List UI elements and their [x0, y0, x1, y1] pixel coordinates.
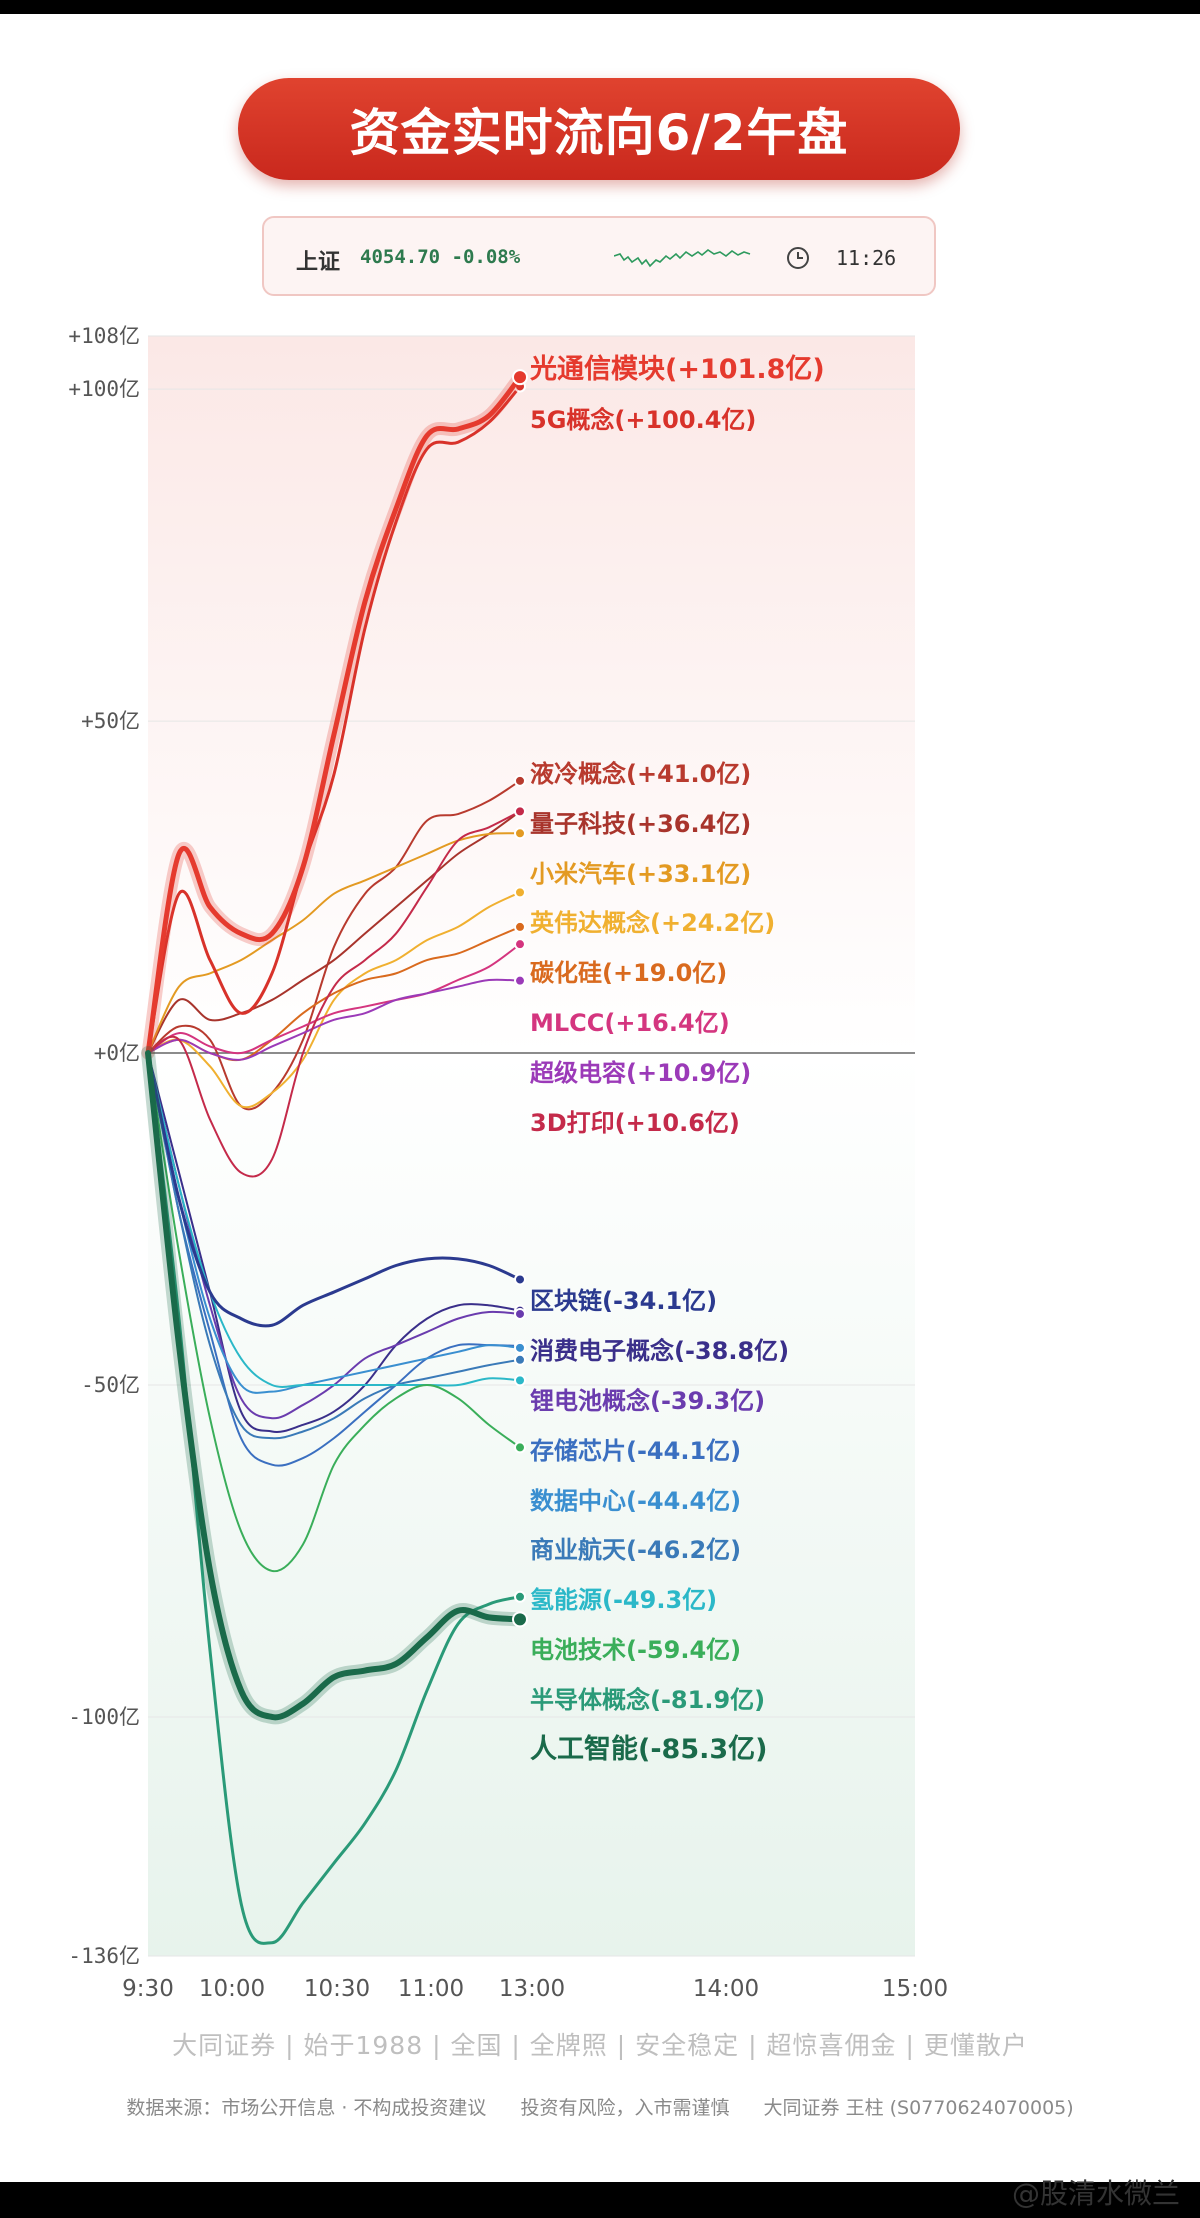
brand-slogan: 大同证券: [172, 2031, 277, 2060]
x-tick-label: 10:30: [304, 1976, 370, 2000]
series-end-dot: [514, 1307, 526, 1320]
series-line-8: [147, 978, 521, 1061]
series-label: 锂电池概念(-39.3亿): [530, 1387, 765, 1415]
title-banner: 资金实时流向6/2午盘: [238, 78, 960, 180]
series-label: 数据中心(-44.4亿): [530, 1487, 741, 1515]
index-time: 11:26: [836, 246, 897, 270]
bottom-black-bar: [0, 2182, 1200, 2218]
series-line-13: [147, 1052, 521, 1467]
watermark: @股清水微兰: [1011, 2177, 1180, 2210]
series-line-14: [147, 1052, 521, 1394]
brand-slogan: 全国: [450, 2031, 503, 2060]
brand-separator: |: [739, 2031, 767, 2060]
y-tick-label: +108亿: [68, 324, 140, 348]
footer-advisor: 大同证券 王柱 (S0770624070005): [763, 2097, 1074, 2119]
brand-separator: |: [607, 2031, 636, 2060]
index-value: 4054.70 -0.08%: [360, 246, 521, 268]
series-label: MLCC(+16.4亿): [530, 1009, 730, 1037]
series-line-0: [145, 374, 523, 1056]
brand-separator: |: [276, 2031, 304, 2060]
series-end-dot: [514, 974, 526, 987]
brand-separator: |: [896, 2031, 924, 2060]
brand-separator: |: [423, 2031, 451, 2060]
series-line-9: [147, 810, 521, 1178]
series-line-16: [147, 1052, 521, 1388]
brand-separator: |: [502, 2031, 530, 2060]
series-label: 5G概念(+100.4亿): [530, 406, 756, 434]
footer-source: 数据来源：市场公开信息 · 不构成投资建议: [126, 2097, 487, 2119]
series-line-2: [147, 779, 521, 1111]
x-tick-label: 9:30: [122, 1976, 174, 2000]
x-tick-label: 10:00: [199, 1976, 265, 2000]
series-end-dot: [514, 805, 526, 818]
series-label: 小米汽车(+33.1亿): [530, 860, 751, 888]
series-end-dot: [512, 1611, 528, 1628]
series-line-19: [145, 1050, 523, 1721]
brand-slogan: 安全稳定: [635, 2031, 740, 2060]
footer-risk: 投资有风险，入市需谨慎: [520, 2097, 730, 2119]
negative-zone: [148, 1053, 915, 1956]
series-end-dot: [514, 827, 526, 840]
series-end-dot: [514, 1441, 526, 1454]
series-line-3: [147, 810, 521, 1055]
brand-slogan: 全牌照: [529, 2031, 608, 2060]
y-tick-label: -100亿: [68, 1705, 140, 1729]
brand-slogan: 始于1988: [303, 2031, 424, 2060]
y-tick-label: +0亿: [94, 1041, 140, 1065]
x-tick-label: 11:00: [398, 1976, 464, 2000]
series-end-dot: [514, 1374, 526, 1387]
series-label: 氢能源(-49.3亿): [530, 1586, 717, 1614]
series-label: 超级电容(+10.9亿): [530, 1059, 751, 1087]
series-end-dot: [512, 369, 528, 386]
brand-slogans: 大同证券 | 始于1988 | 全国 | 全牌照 | 安全稳定 | 超惊喜佣金 …: [0, 2026, 1200, 2062]
series-line-15: [147, 1052, 521, 1440]
y-tick-label: -50亿: [81, 1373, 140, 1397]
top-black-bar: [0, 0, 1200, 14]
y-tick-label: +100亿: [68, 377, 140, 401]
series-end-dot: [514, 1273, 526, 1286]
series-label: 存储芯片(-44.1亿): [530, 1437, 741, 1465]
series-label: 区块链(-34.1亿): [530, 1287, 717, 1315]
series-label: 英伟达概念(+24.2亿): [530, 909, 775, 937]
series-line-7: [147, 943, 521, 1055]
y-tick-label: -136亿: [68, 1944, 140, 1968]
series-end-dot: [514, 1353, 526, 1366]
series-end-dot: [514, 938, 526, 951]
series-line-10: [146, 1051, 522, 1328]
series-end-dot: [514, 920, 526, 933]
series-end-dot: [514, 1341, 526, 1354]
series-label: 人工智能(-85.3亿): [530, 1733, 768, 1765]
x-tick-label: 15:00: [882, 1976, 948, 2000]
series-label: 光通信模块(+101.8亿): [529, 354, 825, 385]
y-tick-label: +50亿: [81, 709, 140, 733]
series-label: 碳化硅(+19.0亿): [530, 959, 727, 987]
page-title: 资金实时流向6/2午盘: [349, 104, 849, 162]
brand-slogan: 超惊喜佣金: [766, 2031, 897, 2060]
index-ticker: 上证 4054.70 -0.08% 11:26: [262, 216, 936, 296]
series-end-dot: [514, 774, 526, 787]
series-line-1: [146, 384, 522, 1055]
series-label: 3D打印(+10.6亿): [530, 1109, 740, 1137]
x-tick-label: 13:00: [499, 1976, 565, 2000]
series-line-5: [147, 891, 521, 1109]
series-end-dot: [514, 1590, 526, 1603]
positive-zone: [148, 336, 915, 1054]
series-label: 消费电子概念(-38.8亿): [530, 1337, 789, 1365]
series-label: 量子科技(+36.4亿): [530, 810, 751, 838]
series-label: 液冷概念(+41.0亿): [530, 760, 751, 788]
brand-slogan: 更懂散户: [923, 2031, 1028, 2060]
footer: 数据来源：市场公开信息 · 不构成投资建议 投资有风险，入市需谨慎 大同证券 王…: [0, 2093, 1200, 2120]
index-name: 上证: [296, 250, 341, 275]
x-tick-label: 14:00: [693, 1976, 759, 2000]
sparkline-icon: [614, 249, 751, 268]
fund-flow-chart: +108亿 +100亿 +50亿 +0亿 -50亿 -100亿 -136亿 9:30 10:00…: [68, 324, 948, 2000]
series-end-dot: [514, 886, 526, 899]
series-label: 半导体概念(-81.9亿): [530, 1686, 765, 1714]
clock-icon: [787, 247, 809, 269]
series-line-11: [147, 1052, 521, 1433]
series-line-17: [147, 1052, 521, 1573]
series-label: 商业航天(-46.2亿): [530, 1536, 741, 1564]
series-label: 电池技术(-59.4亿): [530, 1636, 741, 1664]
